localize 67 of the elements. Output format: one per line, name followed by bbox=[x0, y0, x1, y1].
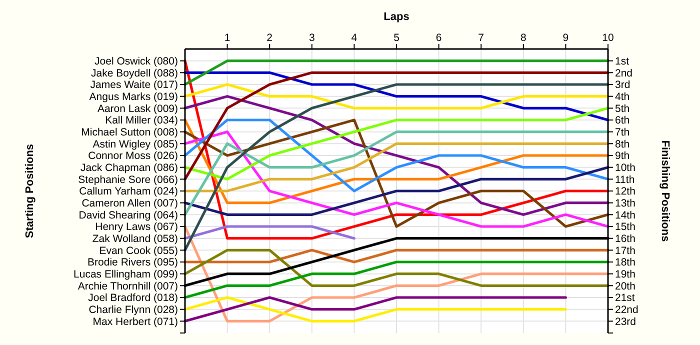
line-series bbox=[184, 260, 610, 299]
y2-tick-label: 2nd bbox=[615, 67, 633, 80]
y2-tick-label: 16th bbox=[615, 233, 636, 246]
category-label: David Shearing (064) bbox=[78, 209, 178, 222]
category-label: Archie Thornhill (007) bbox=[78, 280, 178, 292]
y2-tick-label: 23rd bbox=[615, 316, 636, 328]
category-label: Joel Bradford (018) bbox=[88, 292, 178, 304]
category-label: Jack Chapman (086) bbox=[80, 162, 178, 174]
y2-tick-label: 17th bbox=[615, 244, 636, 257]
category-label: Astin Wigley (085) bbox=[92, 138, 178, 150]
y2-tick-label: 5th bbox=[615, 102, 630, 115]
y2-tick-label: 14th bbox=[615, 209, 636, 222]
x-axis-title: Laps bbox=[384, 11, 410, 23]
text: Starting Positions bbox=[24, 144, 36, 238]
x-tick-label: 7 bbox=[478, 32, 484, 44]
y2-tick-label: 6th bbox=[615, 114, 630, 127]
y2-tick-label: 4th bbox=[615, 91, 630, 104]
line-series bbox=[184, 71, 610, 180]
category-label: James Waite (017) bbox=[90, 79, 178, 92]
category-label: Callum Yarham (024) bbox=[79, 186, 178, 198]
category-label: Evan Cook (055) bbox=[99, 244, 178, 257]
line-series bbox=[184, 142, 610, 192]
y2-tick-label: 12th bbox=[615, 186, 636, 198]
category-label: Brodie Rivers (095) bbox=[88, 256, 178, 269]
x-tick-label: 5 bbox=[394, 32, 400, 44]
category-label: Michael Sutton (008) bbox=[81, 126, 178, 139]
category-label: Henry Laws (067) bbox=[95, 221, 178, 234]
y2-tick-label: 22nd bbox=[615, 304, 639, 316]
x-tick-label: 10 bbox=[602, 32, 614, 44]
x-tick-label: 2 bbox=[266, 32, 273, 44]
x-tick-label: 9 bbox=[562, 32, 569, 44]
category-label: Lucas Ellingham (099) bbox=[74, 268, 178, 281]
x-tick-label: 3 bbox=[308, 32, 315, 44]
line-series bbox=[184, 166, 610, 216]
x-tick-label: 1 bbox=[224, 32, 230, 44]
category-label: Angus Marks (019) bbox=[89, 91, 178, 104]
line-series bbox=[184, 71, 610, 122]
y2-tick-label: 7th bbox=[615, 126, 630, 139]
category-label: Connor Moss (026) bbox=[88, 150, 178, 162]
category-label: Joel Oswick (080) bbox=[94, 56, 178, 68]
category-label: Aaron Lask (009) bbox=[97, 102, 178, 115]
y2-tick-label: 21st bbox=[615, 292, 635, 304]
category-label: Cameron Allen (007) bbox=[82, 198, 178, 210]
y2-tick-label: 18th bbox=[615, 256, 636, 269]
y2-tick-label: 10th bbox=[615, 162, 636, 174]
x-tick-label: 8 bbox=[520, 32, 526, 44]
x-tick-label: 6 bbox=[436, 32, 442, 44]
category-label: Max Herbert (071) bbox=[92, 316, 178, 328]
category-label: Kall Miller (034) bbox=[105, 114, 178, 127]
category-label: Stephanie Sore (066) bbox=[78, 174, 178, 186]
category-label: Zak Wolland (058) bbox=[92, 233, 178, 246]
y2-tick-label: 11th bbox=[615, 174, 635, 186]
category-label: Charlie Flynn (028) bbox=[88, 304, 178, 316]
line-series bbox=[184, 106, 610, 180]
line-series bbox=[184, 83, 610, 252]
y2-tick-label: 3rd bbox=[615, 79, 630, 92]
y2-tick-label: 20th bbox=[615, 280, 636, 292]
x-tick-label: 4 bbox=[351, 32, 358, 44]
y2-tick-label: 15th bbox=[615, 221, 636, 234]
y2-tick-label: 13th bbox=[615, 198, 636, 210]
category-label: Jake Boydell (088) bbox=[91, 67, 178, 80]
y2-tick-label: 9th bbox=[615, 150, 630, 162]
y2-tick-label: 19th bbox=[615, 268, 636, 281]
y2-axis-title: Finishing Positions bbox=[659, 140, 671, 242]
line-series bbox=[184, 225, 610, 322]
y2-tick-label: 8th bbox=[615, 138, 630, 150]
y2-tick-label: 1st bbox=[615, 56, 630, 68]
